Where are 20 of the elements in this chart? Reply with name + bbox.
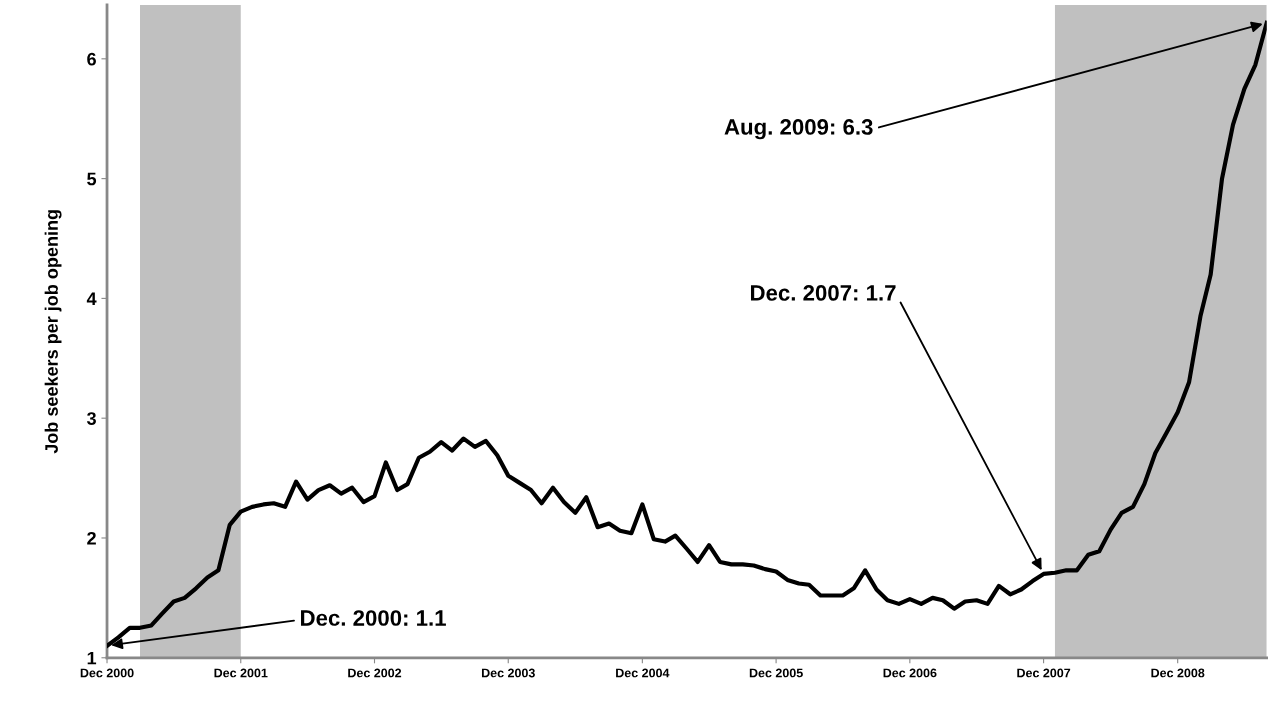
y-axis-title: Job seekers per job opening: [44, 210, 62, 454]
x-tick-label: Dec 2006: [883, 668, 937, 678]
x-tick-label: Dec 2003: [481, 668, 535, 678]
x-tick-label: Dec 2007: [1017, 668, 1071, 678]
annotation: Dec. 2000: 1.1: [301, 610, 446, 626]
x-tick-label: Dec 2000: [80, 668, 134, 678]
annotation: Aug. 2009: 6.3: [724, 119, 873, 140]
y-tick-label: 6: [87, 52, 96, 66]
y-tick-label: 1: [87, 651, 97, 665]
y-tick-label: 3: [86, 412, 96, 425]
x-tick-label: Dec 2001: [214, 668, 268, 678]
y-tick-label: 2: [87, 531, 96, 545]
y-tick-label: 5: [87, 172, 97, 186]
x-tick-label: Dec 2008: [1151, 668, 1205, 678]
y-tick-label: 4: [86, 292, 97, 305]
annotation: Dec. 2007: 1.7: [750, 285, 896, 301]
x-tick-label: Dec 2004: [616, 668, 670, 678]
line-series: [107, 20, 1267, 648]
x-tick-label: Dec 2002: [348, 668, 402, 678]
x-tick-label: Dec 2005: [749, 668, 803, 678]
